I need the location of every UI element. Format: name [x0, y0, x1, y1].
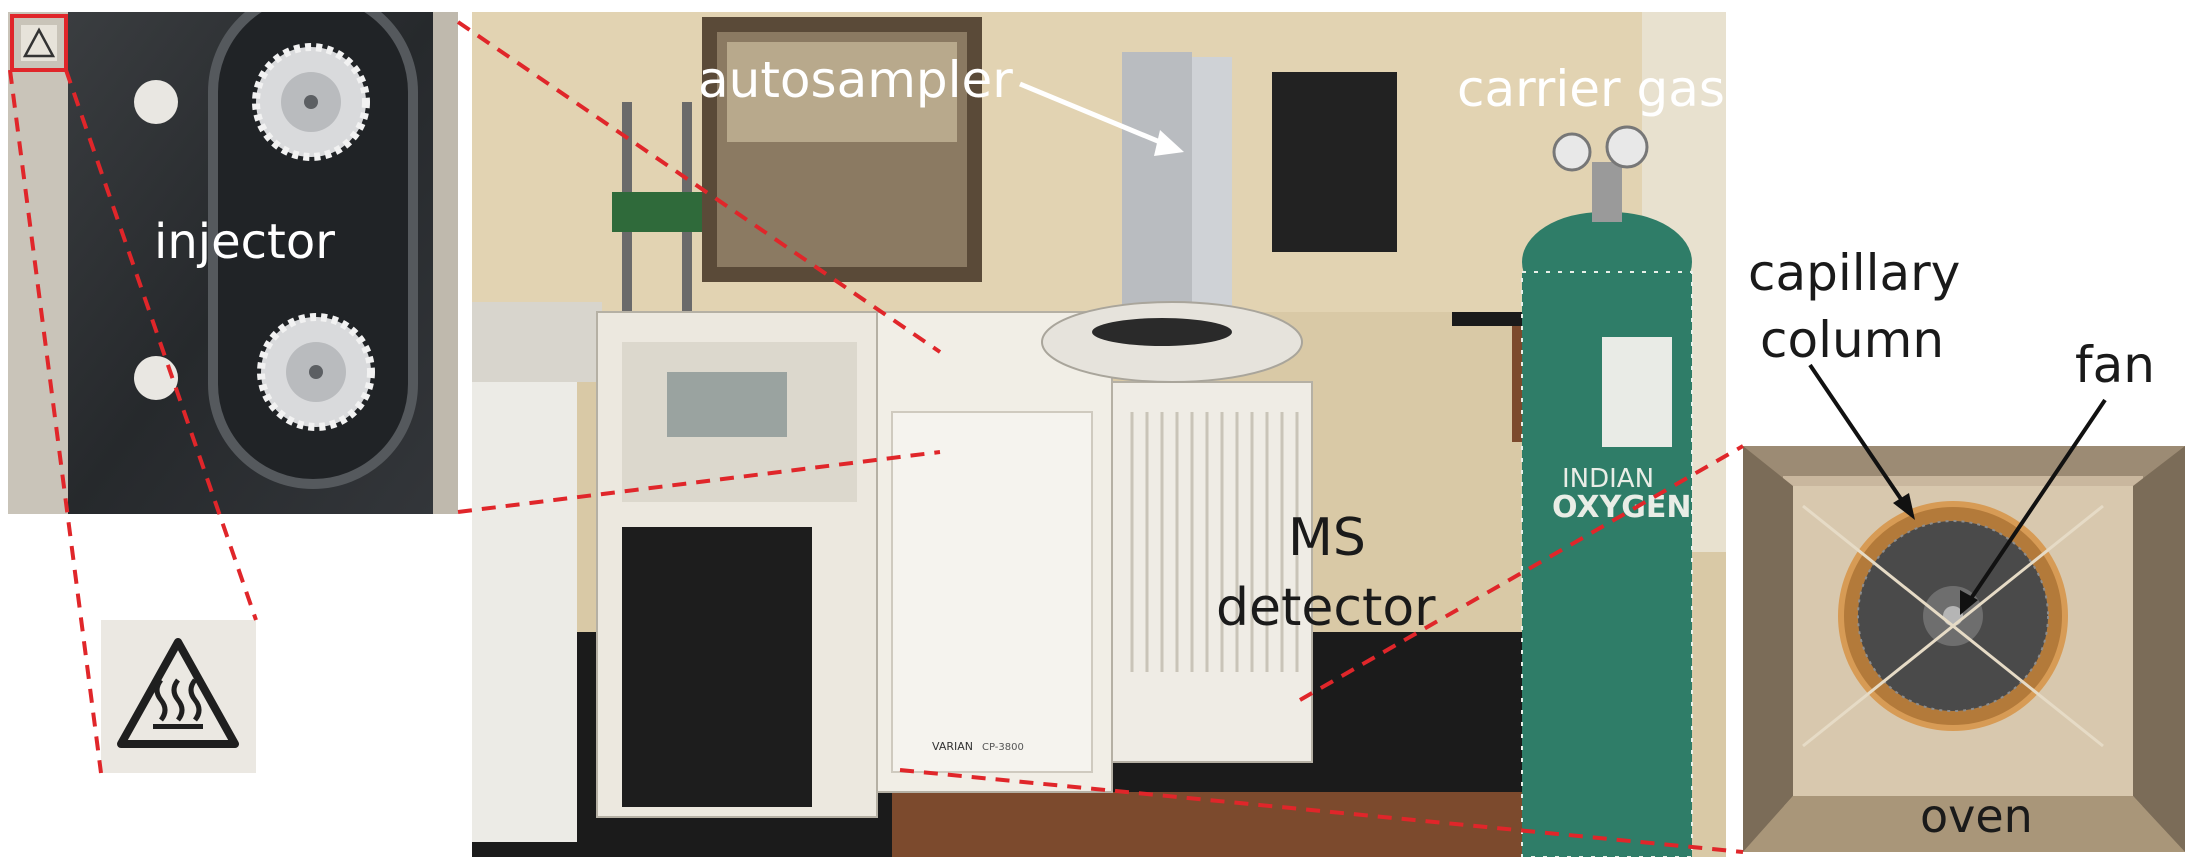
injector-closeup-graphic — [8, 12, 458, 514]
tank-maker-text: INDIAN — [1562, 464, 1654, 494]
fan-arrow — [1968, 398, 2107, 602]
model-text: CP-3800 — [982, 742, 1024, 753]
callout-dashes — [8, 20, 1744, 854]
gc-ms-lab-graphic: VARIAN CP-3800 INDIAN OXYGEN — [472, 12, 1726, 857]
oven-label: oven — [1920, 789, 2033, 843]
carrier-gas-label: carrier gas — [1457, 60, 1725, 118]
capillary-column-arrow — [1808, 363, 1907, 507]
injector-label: injector — [154, 214, 335, 270]
oven-interior-photo: oven — [1743, 446, 2185, 852]
hot-surface-warning-closeup — [101, 620, 256, 773]
varian-brand-text: VARIAN — [932, 740, 973, 753]
column-label: column — [1760, 311, 1945, 369]
detector-label: detector — [1216, 578, 1436, 638]
capillary-label: capillary — [1748, 244, 1961, 302]
hot-surface-warning-icon — [101, 620, 256, 773]
oven-interior-graphic — [1743, 446, 2185, 852]
gc-ms-lab-photo: VARIAN CP-3800 INDIAN OXYGEN autosam — [472, 12, 1726, 857]
tank-gas-text: OXYGEN — [1552, 490, 1692, 525]
injector-closeup-photo: injector — [8, 12, 458, 514]
ms-label: MS — [1288, 508, 1366, 568]
fan-label: fan — [2075, 336, 2155, 394]
autosampler-label: autosampler — [698, 51, 1013, 109]
